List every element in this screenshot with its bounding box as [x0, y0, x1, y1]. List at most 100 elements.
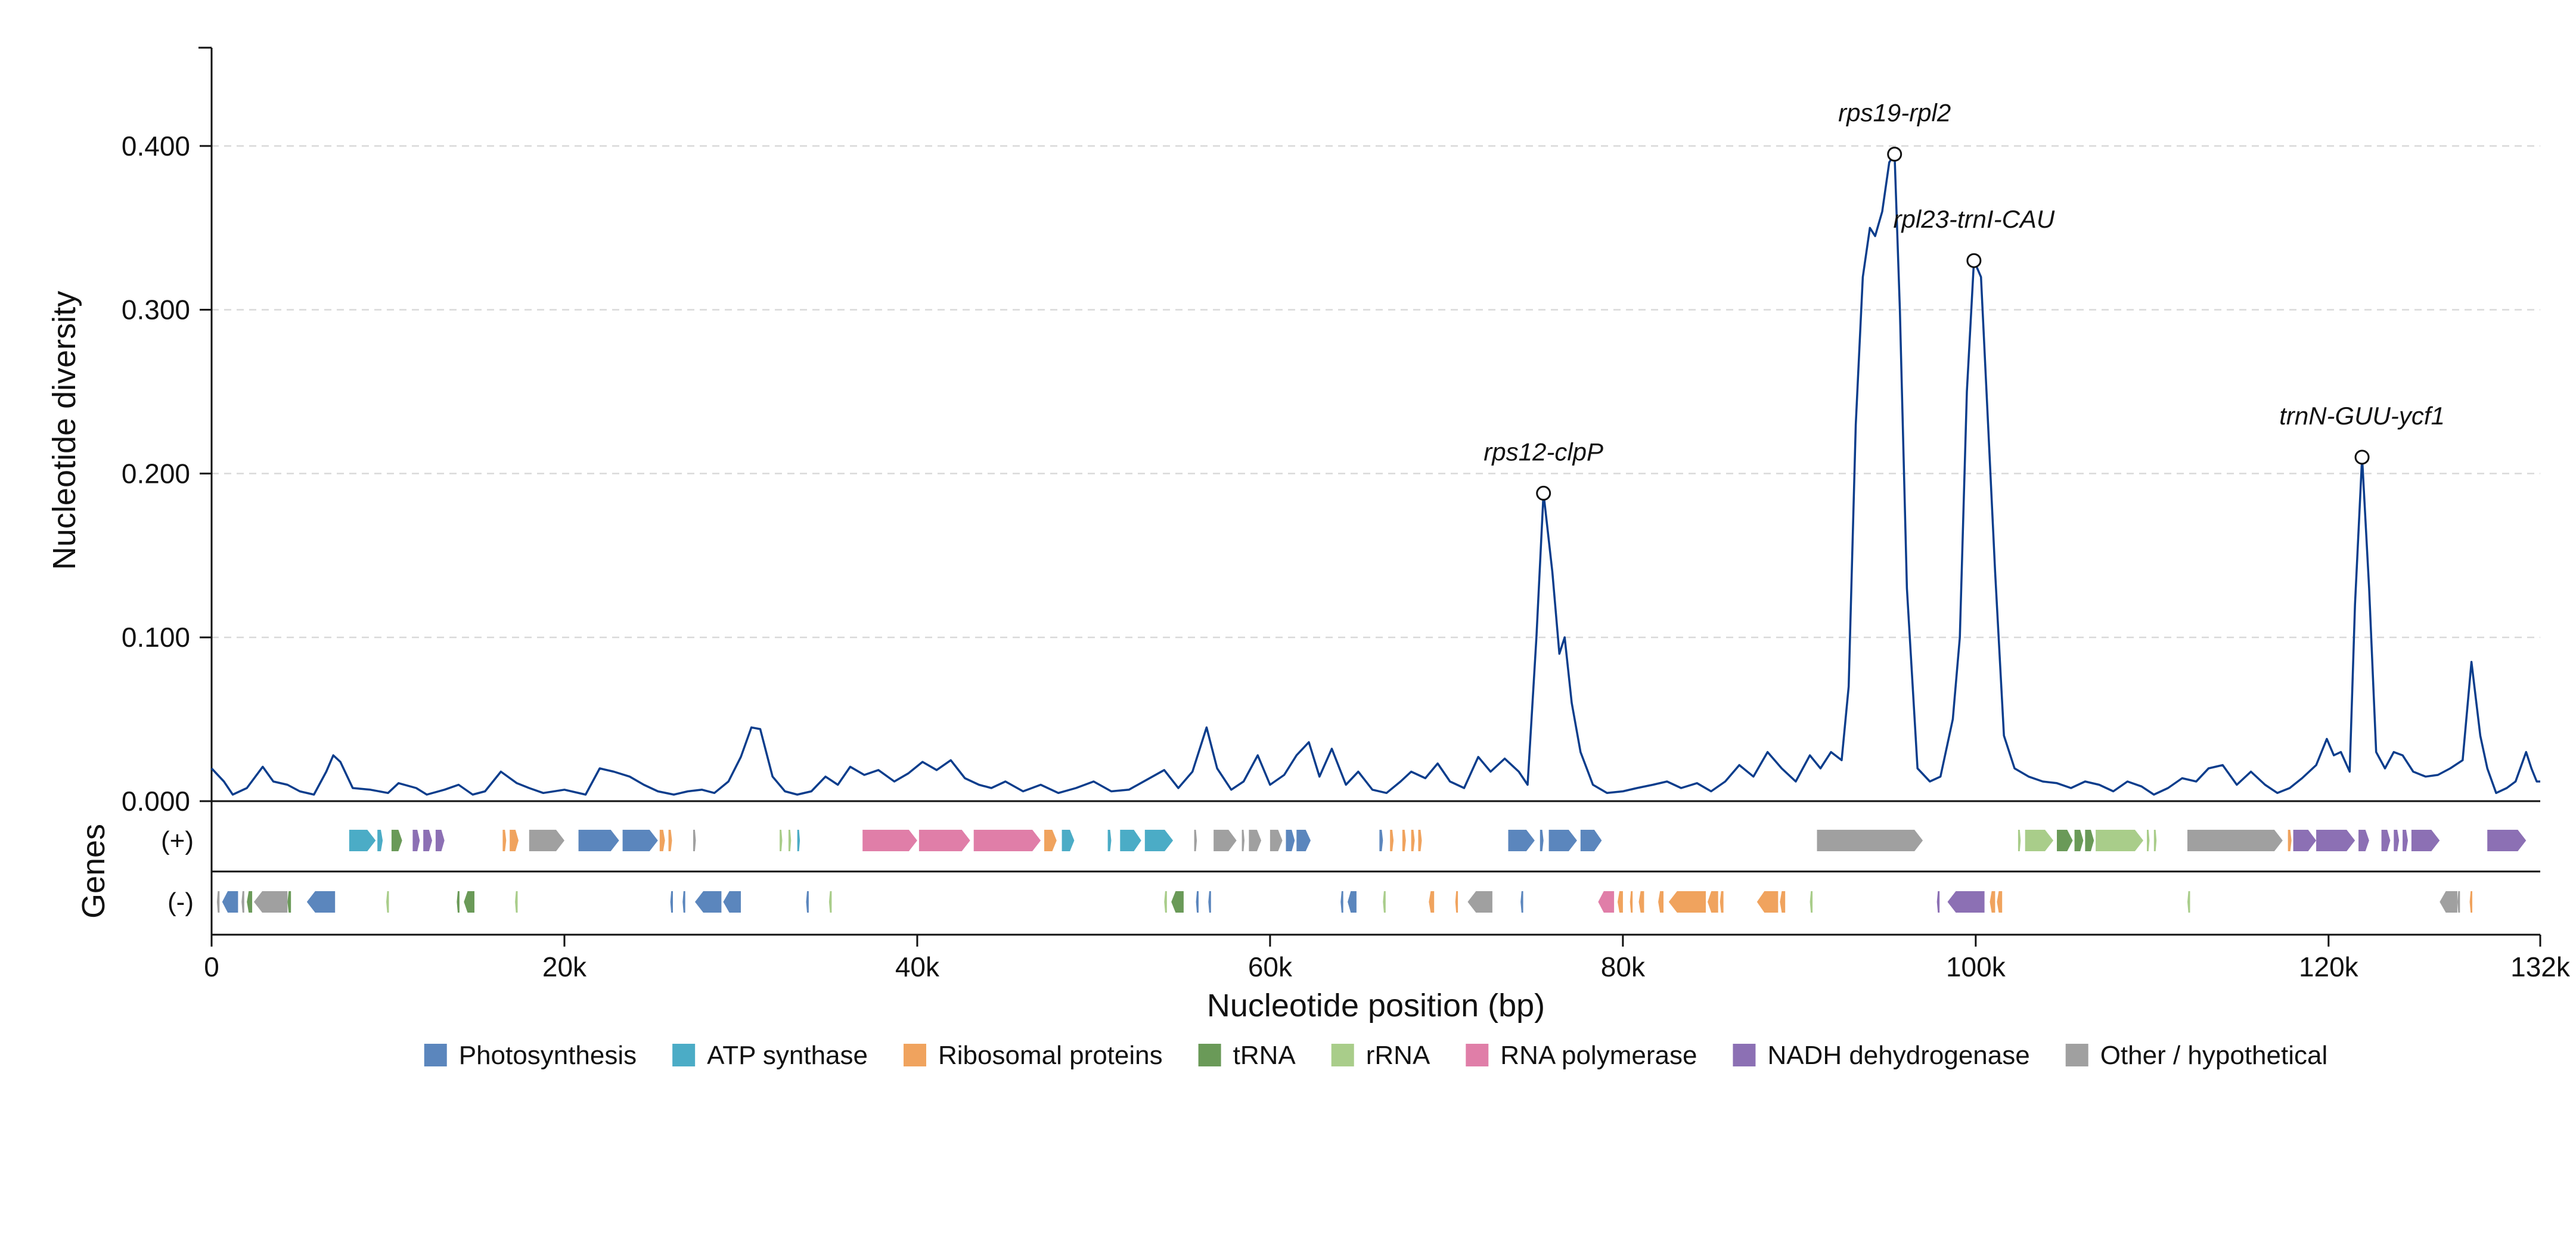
- diversity-line: [210, 153, 2540, 796]
- peaks-layer: rps12-clpP rps19-rpl2 rpl23-trnI-CAU trnN-G…: [1483, 99, 2445, 501]
- gene-arrow: [1296, 830, 1311, 851]
- gene-arrow: [670, 891, 673, 913]
- gene-arrow: [1936, 891, 1940, 913]
- gene-arrow: [1580, 830, 1602, 851]
- gene-arrow: [622, 830, 658, 851]
- x-tick-label: 0: [204, 951, 219, 982]
- gene-arrow: [1213, 830, 1237, 851]
- gene-arrow: [247, 891, 253, 913]
- legend-label: ATP synthase: [707, 1041, 868, 1070]
- y-tick-label: 0.200: [122, 458, 190, 489]
- y-axis-title: Nucleotide diversity: [46, 291, 82, 570]
- gene-arrow: [2411, 830, 2440, 851]
- gene-arrow: [1194, 830, 1197, 851]
- gene-arrow: [2187, 891, 2190, 913]
- gene-arrow: [1947, 891, 1985, 913]
- legend-swatch: [1198, 1044, 1221, 1066]
- gene-arrow: [1340, 891, 1343, 913]
- gene-arrow: [1418, 830, 1422, 851]
- gene-arrow: [1171, 891, 1184, 913]
- legend-label: tRNA: [1233, 1041, 1296, 1070]
- gridlines: [212, 145, 2540, 638]
- gene-arrow: [2358, 830, 2369, 851]
- gene-arrow: [391, 830, 402, 851]
- gene-arrow: [515, 891, 518, 913]
- legend-swatch: [672, 1044, 696, 1066]
- gene-arrow: [723, 891, 741, 913]
- gene-arrow: [2096, 830, 2143, 851]
- gene-arrow: [1990, 891, 1995, 913]
- gene-arrow: [1467, 891, 1492, 913]
- gene-arrow: [1286, 830, 1295, 851]
- gene-arrow: [529, 830, 564, 851]
- legend: Photosynthesis ATP synthase Ribosomal prot…: [424, 1041, 2327, 1070]
- gene-arrow: [1540, 830, 1544, 851]
- y-tick-label: 0.000: [122, 786, 190, 817]
- gene-arrow: [578, 830, 619, 851]
- x-tick-label: 80k: [1601, 951, 1646, 982]
- gene-arrow: [306, 891, 336, 913]
- gene-arrow: [1249, 830, 1262, 851]
- gene-arrow: [1756, 891, 1779, 913]
- legend-label: RNA polymerase: [1500, 1041, 1697, 1070]
- legend-label: Ribosomal proteins: [938, 1041, 1163, 1070]
- gene-arrow: [1144, 830, 1174, 851]
- gene-arrow: [1208, 891, 1211, 913]
- x-tick-label: 120k: [2299, 951, 2359, 982]
- gene-arrow: [1720, 891, 1724, 913]
- gene-arrow: [2018, 830, 2021, 851]
- gene-arrow: [435, 830, 445, 851]
- gene-arrow: [1630, 891, 1633, 913]
- gene-arrow: [1548, 830, 1577, 851]
- gene-track: [216, 830, 2527, 913]
- gene-arrow: [287, 891, 291, 913]
- legend-label: rRNA: [1366, 1041, 1430, 1070]
- gene-arrow: [2085, 830, 2094, 851]
- gene-arrow: [668, 830, 672, 851]
- y-tick-label: 0.400: [122, 131, 190, 162]
- x-tick-label: 100k: [1946, 951, 2006, 982]
- peak-marker: [1536, 485, 1551, 501]
- y-ticks: 0.000 0.100 0.200 0.300 0.400: [122, 131, 212, 817]
- gene-arrow: [1997, 891, 2003, 913]
- gene-arrow: [1196, 891, 1199, 913]
- gene-arrow: [2457, 891, 2460, 913]
- x-ticks: 0 20k 40k 60k 80k 100k 120k 132k: [204, 935, 2571, 982]
- gene-arrow: [2394, 830, 2400, 851]
- x-tick-label: 132k: [2510, 951, 2571, 982]
- peak-label: rps12-clpP: [1483, 438, 1603, 466]
- x-tick-label: 60k: [1248, 951, 1293, 982]
- gene-arrow: [2074, 830, 2084, 851]
- gene-arrow: [2316, 830, 2355, 851]
- minus-strand-label: (-): [167, 888, 194, 917]
- gene-arrow: [1383, 891, 1386, 913]
- gene-arrow: [2293, 830, 2317, 851]
- gene-arrow: [464, 891, 474, 913]
- peak-label: trnN-GUU-ycf1: [2279, 402, 2445, 430]
- legend-swatch: [1466, 1044, 1489, 1066]
- gene-arrow: [1348, 891, 1357, 913]
- gene-arrow: [2288, 830, 2292, 851]
- legend-swatch: [903, 1044, 926, 1066]
- gene-arrow: [1164, 891, 1167, 913]
- gene-arrow: [695, 891, 722, 913]
- gene-arrow: [1455, 891, 1458, 913]
- gene-arrow: [2057, 830, 2073, 851]
- x-tick-label: 20k: [542, 951, 587, 982]
- x-axis-title: Nucleotide position (bp): [1207, 988, 1545, 1024]
- y-tick-label: 0.300: [122, 294, 190, 325]
- gene-arrow: [1598, 891, 1615, 913]
- gene-arrow: [1402, 830, 1406, 851]
- legend-swatch: [424, 1044, 447, 1066]
- gene-arrow: [2025, 830, 2054, 851]
- series-layer: [210, 153, 2540, 796]
- gene-arrow: [1390, 830, 1394, 851]
- gene-arrow: [2440, 891, 2457, 913]
- gene-arrow: [2403, 830, 2408, 851]
- gene-arrow: [2153, 830, 2157, 851]
- gene-arrow: [254, 891, 288, 913]
- gene-arrow: [241, 891, 244, 913]
- gene-arrow: [797, 830, 800, 851]
- gene-arrow: [1107, 830, 1112, 851]
